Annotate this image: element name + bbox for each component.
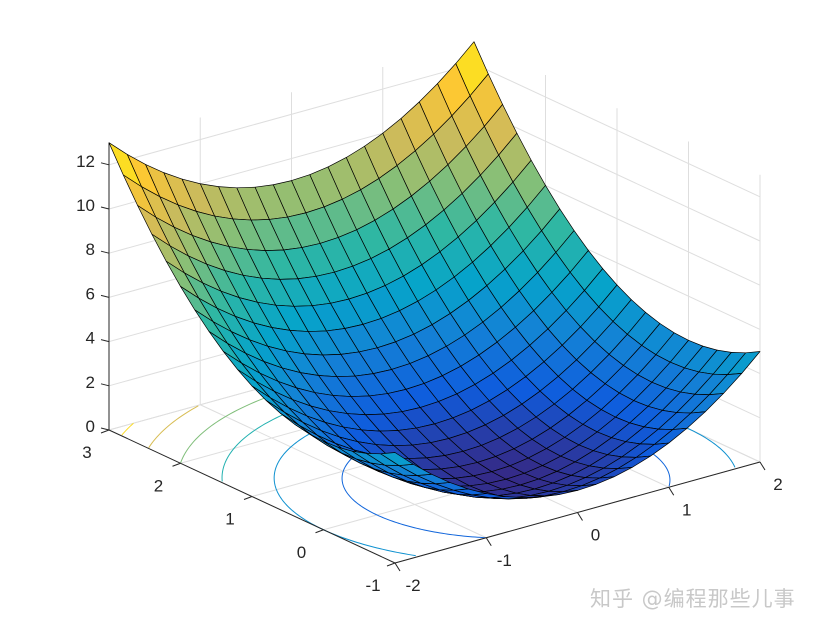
z-tick: [100, 206, 110, 210]
contour-line: [121, 422, 134, 436]
z-tick-label: 10: [76, 196, 95, 215]
y-tick-label: 1: [225, 510, 234, 529]
x-tick: [394, 562, 401, 572]
surface-mesh: [108, 41, 761, 500]
x-tick: [485, 537, 492, 547]
contour-line: [688, 428, 736, 468]
y-tick-label: 0: [297, 543, 306, 562]
x-tick: [759, 461, 766, 471]
x-tick: [577, 512, 583, 521]
x-tick-label: 2: [773, 475, 782, 494]
z-tick: [100, 250, 110, 254]
y-tick: [100, 429, 110, 434]
y-tick-label: -1: [365, 576, 380, 595]
z-tick: [100, 162, 110, 166]
z-tick-label: 0: [86, 417, 95, 436]
y-tick: [315, 529, 324, 534]
x-tick: [668, 486, 675, 496]
gridline: [473, 63, 761, 198]
x-tick-label: -2: [405, 576, 420, 595]
z-tick-label: 2: [86, 373, 95, 392]
y-tick-label: 2: [154, 476, 163, 495]
gridline: [473, 107, 761, 242]
z-tick: [100, 427, 110, 431]
gridline: [108, 63, 475, 166]
z-tick-label: 4: [86, 329, 95, 348]
x-tick-label: 0: [591, 526, 600, 545]
surface-face: [380, 452, 414, 466]
y-tick: [172, 462, 181, 467]
contour-line: [148, 405, 199, 449]
y-tick: [386, 562, 396, 567]
axes: [100, 142, 766, 572]
z-tick: [100, 294, 110, 298]
watermark: 知乎 @编程那些儿事: [590, 587, 796, 611]
y-tick-label: 3: [82, 443, 91, 462]
z-tick: [100, 339, 110, 343]
z-tick: [100, 383, 110, 387]
z-tick-label: 8: [86, 240, 95, 259]
z-tick-label: 6: [86, 284, 95, 303]
z-tick-label: 12: [76, 152, 95, 171]
x-tick-label: 1: [682, 500, 691, 519]
y-tick: [243, 496, 253, 500]
x-tick-label: -1: [497, 551, 512, 570]
